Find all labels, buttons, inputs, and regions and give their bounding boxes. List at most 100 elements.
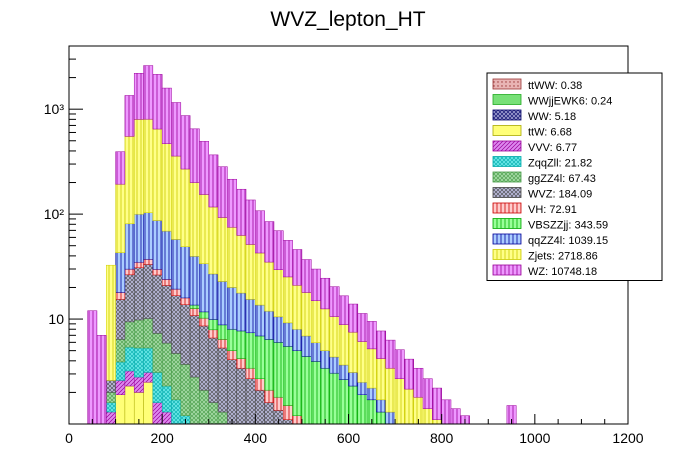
bar-qqZZ4l-460 xyxy=(283,322,293,347)
legend-label: ZqqZll: 21.82 xyxy=(528,158,592,170)
legend-label: Zjets: 2718.86 xyxy=(528,251,598,263)
bar-ZqqZll-120 xyxy=(124,346,135,372)
bar-qqZZ4l-120 xyxy=(124,223,135,270)
bar-qqZZ4l-620 xyxy=(357,381,368,395)
bar-Zjets-460 xyxy=(283,276,293,324)
bar-WZ-120 xyxy=(124,95,135,137)
bar-VVV-80 xyxy=(106,411,116,425)
bar-Zjets-660 xyxy=(376,358,387,401)
bar-ggZZ4l-80 xyxy=(106,392,116,403)
bar-VH-440 xyxy=(273,396,284,411)
bar-Zjets-720 xyxy=(404,388,414,425)
x-tick-label: 0 xyxy=(65,430,73,446)
bar-VBSZZjj-260 xyxy=(189,304,200,309)
bar-VBSZZjj-500 xyxy=(301,356,312,425)
x-tick-label: 800 xyxy=(430,430,454,446)
bar-ggZZ4l-240 xyxy=(180,364,191,416)
x-tick-label: 600 xyxy=(337,430,361,446)
bar-WZ-620 xyxy=(357,313,368,342)
legend-label: WVZ: 184.09 xyxy=(528,189,592,201)
bar-Zjets-100 xyxy=(115,183,126,253)
legend-label: WW: 5.18 xyxy=(528,111,576,123)
bar-VH-400 xyxy=(255,378,265,391)
bar-WZ-220 xyxy=(171,102,182,157)
x-tick-label: 200 xyxy=(150,430,174,446)
bar-WVZ-340 xyxy=(227,359,237,425)
legend-swatch xyxy=(492,249,522,260)
bar-WZ-180 xyxy=(152,74,163,130)
x-tick-label: 400 xyxy=(244,430,268,446)
bar-qqZZ4l-520 xyxy=(310,342,321,362)
bar-Zjets-220 xyxy=(171,155,182,240)
legend-swatch xyxy=(492,233,522,245)
bar-qqZZ4l-140 xyxy=(133,213,144,263)
bar-qqZZ4l-160 xyxy=(143,212,154,260)
legend-entry-ggZZ4l: ggZZ4l: 67.43 xyxy=(492,171,596,185)
bar-Zjets-620 xyxy=(357,341,368,383)
legend-swatch xyxy=(492,140,522,152)
bar-WZ-240 xyxy=(180,115,191,170)
bar-ggZZ4l-260 xyxy=(189,376,200,425)
bar-Zjets-120 xyxy=(124,136,135,225)
bar-Zjets-520 xyxy=(310,300,321,343)
bar-Zjets-340 xyxy=(227,226,237,288)
bar-qqZZ4l-500 xyxy=(301,335,312,357)
bar-qqZZ4l-220 xyxy=(171,239,182,290)
bar-qqZZ4l-540 xyxy=(320,350,331,369)
bar-WVZ-220 xyxy=(171,295,182,354)
bar-ttW-100 xyxy=(115,394,126,425)
bar-VH-180 xyxy=(152,269,163,276)
legend-swatch xyxy=(492,171,522,183)
x-tick-label: 1200 xyxy=(612,430,643,446)
bar-Zjets-540 xyxy=(320,308,331,351)
legend-label: VVV: 6.77 xyxy=(528,142,577,154)
legend-swatch xyxy=(492,202,522,214)
bar-WZ-780 xyxy=(432,387,442,420)
bar-VH-460 xyxy=(283,405,293,420)
bar-ZqqZll-180 xyxy=(152,372,163,403)
bar-VH-320 xyxy=(217,339,228,349)
bar-WVZ-200 xyxy=(161,285,172,344)
bar-ggZZ4l-100 xyxy=(115,339,126,363)
bar-ZqqZll-160 xyxy=(143,347,154,373)
bar-WZ-60 xyxy=(96,335,107,425)
bar-VBSZZjj-280 xyxy=(199,311,209,319)
bar-VH-160 xyxy=(143,259,154,265)
bar-qqZZ4l-640 xyxy=(366,387,377,401)
bar-WVZ-240 xyxy=(180,304,191,365)
bar-ggZZ4l-140 xyxy=(133,319,144,349)
bar-WZ-300 xyxy=(208,154,219,208)
bar-Zjets-200 xyxy=(161,143,172,232)
legend-label: WZ: 10748.18 xyxy=(528,266,597,278)
bar-Zjets-440 xyxy=(273,269,284,318)
bar-VBSZZjj-320 xyxy=(217,324,228,340)
bar-VH-120 xyxy=(124,268,135,276)
bar-VVV-100 xyxy=(115,380,126,395)
legend-label: ttWW: 0.38 xyxy=(528,80,582,92)
bar-VH-300 xyxy=(208,329,219,339)
chart-title: WVZ_lepton_HT xyxy=(270,8,425,31)
legend-entry-ZqqZll: ZqqZll: 21.82 xyxy=(492,156,592,170)
bar-WZ-640 xyxy=(366,321,377,350)
bar-qqZZ4l-100 xyxy=(115,252,126,293)
bar-VVV-200 xyxy=(161,411,172,425)
bar-Zjets-580 xyxy=(338,324,349,366)
bar-VH-420 xyxy=(264,389,275,403)
bar-VBSZZjj-360 xyxy=(236,330,247,359)
bar-WZ-480 xyxy=(292,249,303,286)
bar-WZ-340 xyxy=(227,178,237,228)
bar-WZ-260 xyxy=(189,128,200,183)
bar-WZ-140 xyxy=(133,73,144,120)
bar-WZ-400 xyxy=(255,210,265,254)
bar-VH-340 xyxy=(227,350,237,360)
bar-WZ-580 xyxy=(338,295,349,325)
bar-WVZ-280 xyxy=(199,325,209,391)
bar-WZ-800 xyxy=(441,399,452,425)
bar-VBSZZjj-440 xyxy=(273,342,284,398)
bar-WZ-100 xyxy=(115,151,126,185)
bar-VBSZZjj-380 xyxy=(245,332,256,369)
bar-Zjets-640 xyxy=(366,348,377,389)
bar-qqZZ4l-600 xyxy=(348,372,359,387)
bar-WVZ-120 xyxy=(124,274,135,323)
bar-Zjets-160 xyxy=(143,118,154,213)
